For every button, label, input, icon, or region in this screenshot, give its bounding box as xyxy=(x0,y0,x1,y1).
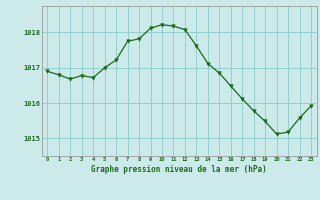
X-axis label: Graphe pression niveau de la mer (hPa): Graphe pression niveau de la mer (hPa) xyxy=(91,165,267,174)
